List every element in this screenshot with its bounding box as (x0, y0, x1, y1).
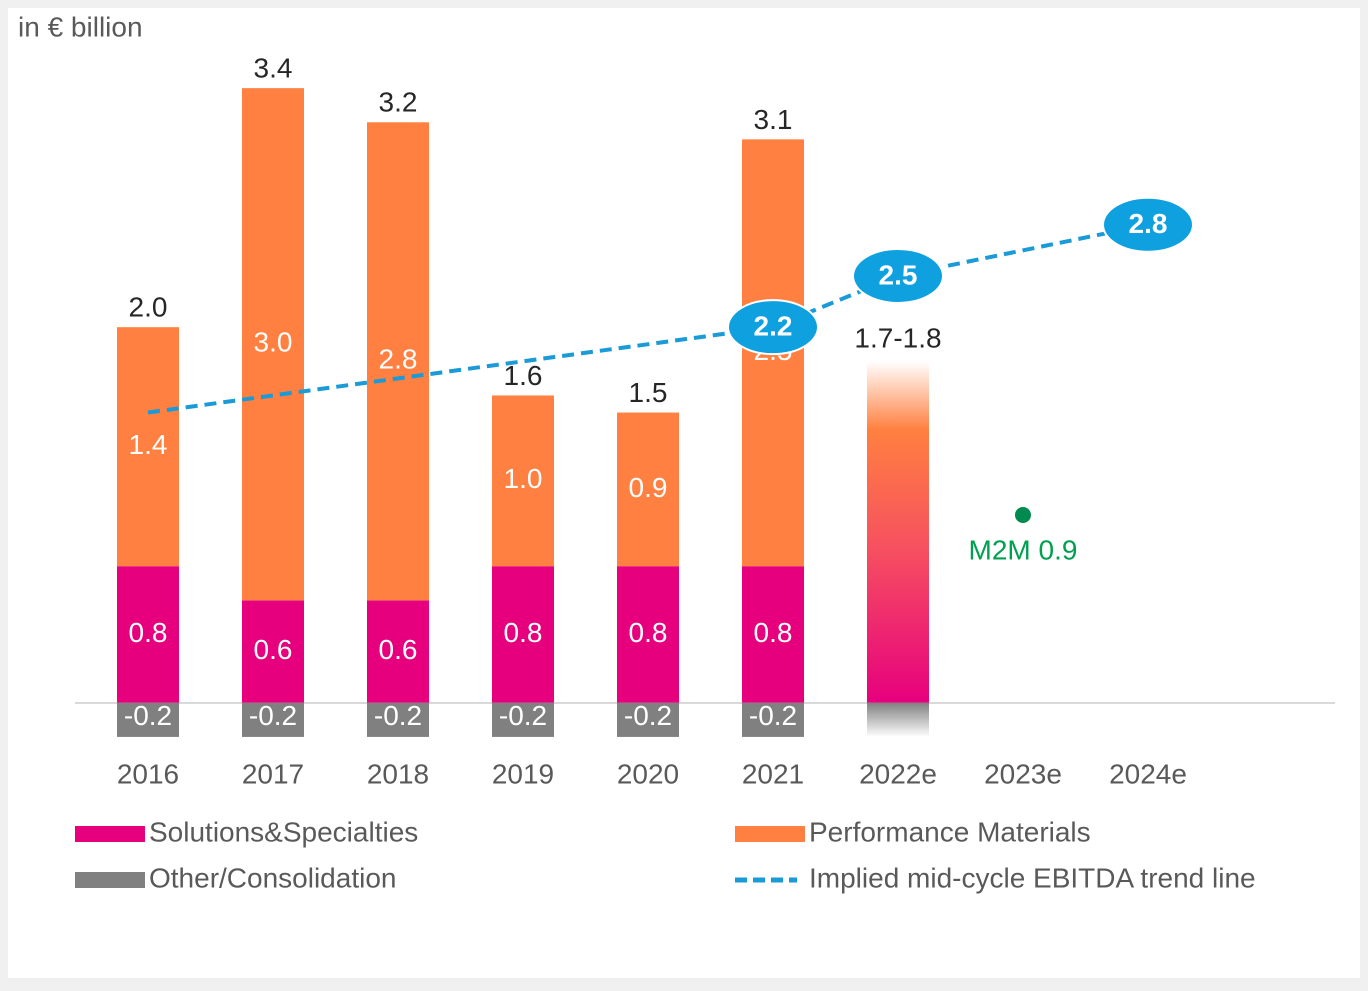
legend-swatch (75, 872, 145, 888)
trend-bubble (1102, 196, 1194, 253)
estimate-bar (867, 361, 929, 703)
bar-segment (742, 702, 804, 737)
trend-label: 2.8 (1129, 208, 1168, 239)
segment-label: -0.2 (374, 700, 422, 731)
segment-label: -0.2 (749, 700, 797, 731)
trend-bubble (727, 299, 819, 356)
segment-label: 0.8 (504, 617, 543, 648)
bar-segment (492, 566, 554, 703)
legend-label: Other/Consolidation (149, 862, 396, 893)
x-tick-label: 2023e (984, 758, 1062, 789)
bar-segment (617, 412, 679, 567)
x-tick-label: 2022e (859, 758, 937, 789)
m2m-label: M2M 0.9 (969, 534, 1078, 565)
x-tick-label: 2024e (1109, 758, 1187, 789)
trend-line (147, 222, 1149, 415)
bar-segment (617, 702, 679, 737)
bar-segment (117, 327, 179, 567)
bar-segment (492, 395, 554, 567)
segment-label: 0.8 (629, 617, 668, 648)
segment-label: 0.9 (629, 472, 668, 503)
segment-label: 1.0 (504, 463, 543, 494)
estimate-label: 1.7-1.8 (854, 323, 941, 354)
segment-label: 0.8 (754, 617, 793, 648)
bar-segment (742, 566, 804, 703)
estimate-other (867, 702, 929, 737)
x-tick-label: 2020 (617, 758, 679, 789)
legend-label: Solutions&Specialties (149, 816, 418, 847)
x-tick-label: 2016 (117, 758, 179, 789)
legend-swatch (75, 826, 145, 842)
trend-bubble (852, 247, 944, 304)
x-tick-label: 2017 (242, 758, 304, 789)
segment-label: 0.6 (254, 634, 293, 665)
total-label: 2.0 (129, 292, 168, 323)
x-tick-label: 2018 (367, 758, 429, 789)
segment-label: 3.0 (254, 327, 293, 358)
total-label: 3.1 (754, 104, 793, 135)
segment-label: 2.8 (379, 344, 418, 375)
segment-label: 1.4 (129, 429, 168, 460)
total-label: 3.4 (254, 53, 293, 84)
bar-segment (617, 566, 679, 703)
segment-label: -0.2 (249, 700, 297, 731)
segment-label: 0.6 (379, 634, 418, 665)
m2m-point (1015, 506, 1031, 523)
legend-label: Performance Materials (809, 816, 1091, 847)
unit-label: in € billion (18, 11, 143, 42)
segment-label: 0.8 (129, 617, 168, 648)
bar-segment (117, 702, 179, 737)
bar-segment (367, 702, 429, 737)
total-label: 1.5 (629, 377, 668, 408)
bar-segment (117, 566, 179, 703)
bar-segment (242, 600, 304, 703)
segment-label: -0.2 (499, 700, 547, 731)
x-tick-label: 2019 (492, 758, 554, 789)
bar-segment (367, 122, 429, 601)
total-label: 3.2 (379, 87, 418, 118)
legend-swatch (735, 826, 805, 842)
legend-label: Implied mid-cycle EBITDA trend line (809, 862, 1256, 893)
x-tick-label: 2021 (742, 758, 804, 789)
bar-segment (242, 702, 304, 737)
trend-label: 2.5 (879, 259, 918, 290)
trend-label: 2.2 (754, 311, 793, 342)
bar-segment (367, 600, 429, 703)
segment-label: -0.2 (124, 700, 172, 731)
bar-segment (242, 88, 304, 601)
segment-label: -0.2 (624, 700, 672, 731)
bar-segment (492, 702, 554, 737)
background (8, 8, 1360, 978)
